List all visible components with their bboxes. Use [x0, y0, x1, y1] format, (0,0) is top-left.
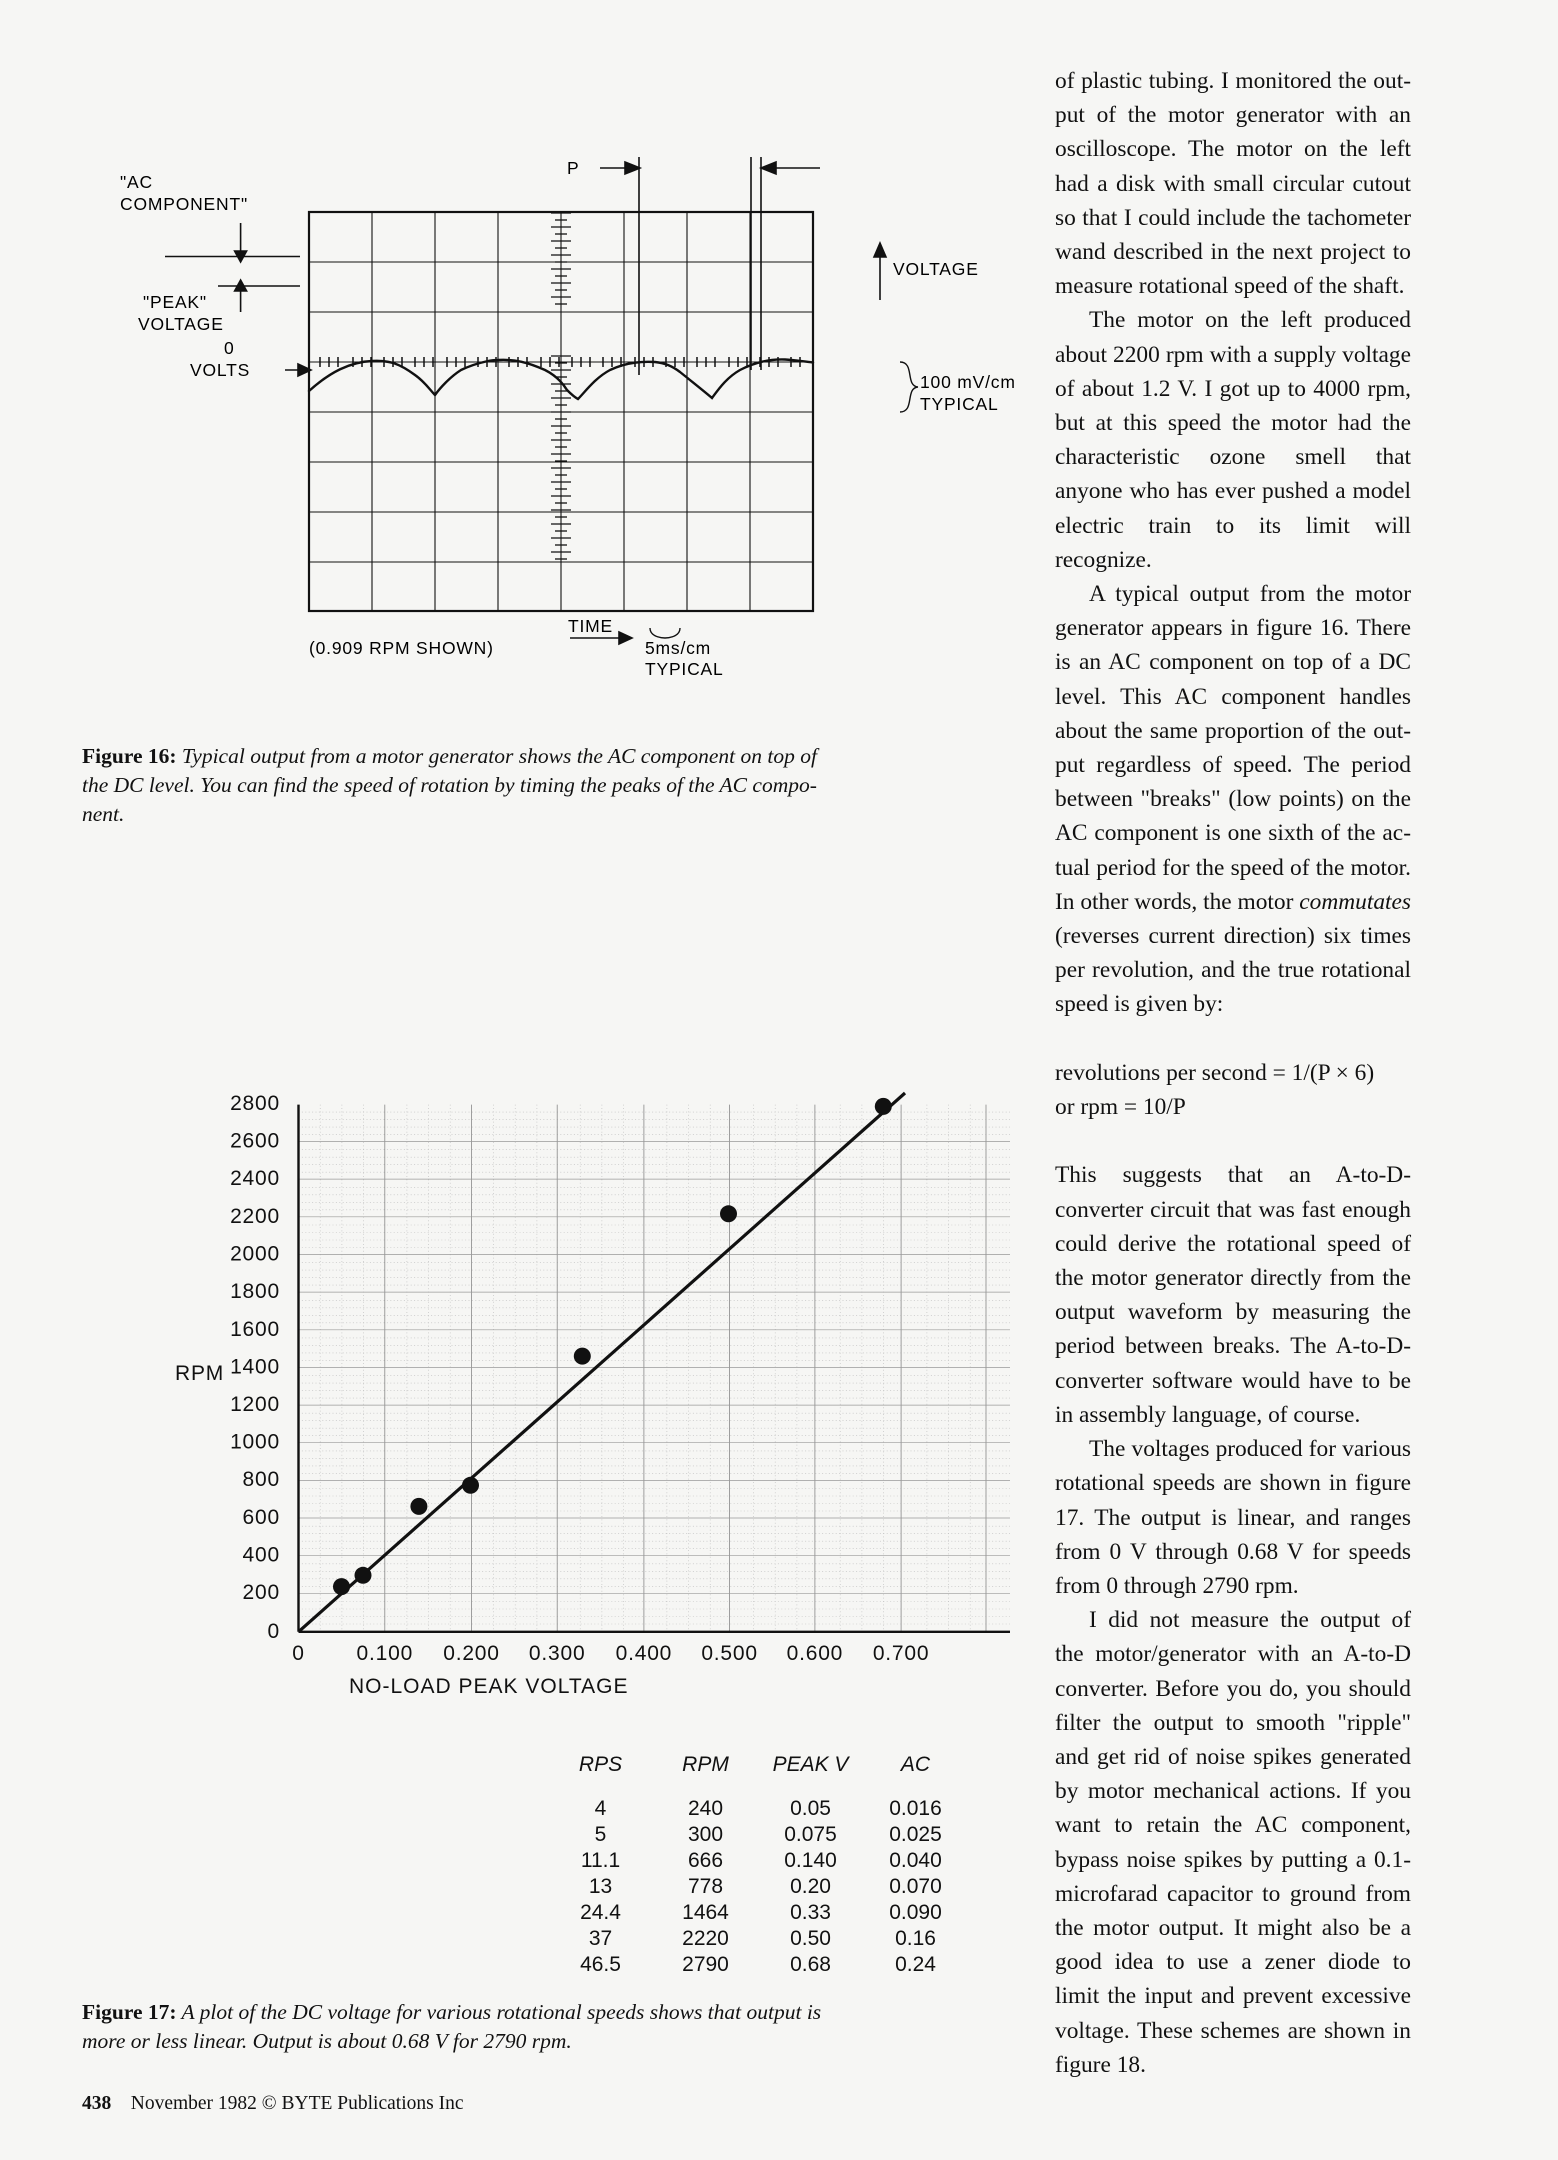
svg-text:600: 600	[243, 1506, 280, 1529]
svg-text:200: 200	[243, 1581, 280, 1604]
svg-text:1200: 1200	[230, 1393, 280, 1416]
svg-text:0.200: 0.200	[443, 1642, 500, 1665]
svg-text:5ms/cm: 5ms/cm	[645, 638, 711, 658]
svg-text:0.300: 0.300	[529, 1642, 586, 1665]
svg-text:1400: 1400	[230, 1356, 280, 1379]
svg-text:TYPICAL: TYPICAL	[645, 659, 724, 679]
svg-text:RPM: RPM	[175, 1362, 224, 1385]
svg-text:"AC: "AC	[120, 172, 153, 192]
svg-text:TIME: TIME	[568, 616, 613, 636]
svg-text:0.600: 0.600	[787, 1642, 844, 1665]
svg-text:1000: 1000	[230, 1431, 280, 1454]
svg-text:0.400: 0.400	[616, 1642, 673, 1665]
svg-text:400: 400	[243, 1544, 280, 1567]
svg-text:0.500: 0.500	[701, 1642, 758, 1665]
svg-text:2800: 2800	[230, 1092, 280, 1115]
svg-text:2000: 2000	[230, 1243, 280, 1266]
svg-text:0.100: 0.100	[357, 1642, 414, 1665]
svg-text:2400: 2400	[230, 1167, 280, 1190]
svg-text:100 mV/cm: 100 mV/cm	[920, 372, 1016, 392]
svg-text:"PEAK": "PEAK"	[143, 292, 207, 312]
svg-text:800: 800	[243, 1468, 280, 1491]
svg-text:TYPICAL: TYPICAL	[920, 394, 999, 414]
svg-text:2200: 2200	[230, 1205, 280, 1228]
svg-text:0: 0	[292, 1642, 304, 1665]
svg-text:VOLTS: VOLTS	[190, 360, 250, 380]
svg-text:P: P	[567, 158, 579, 178]
svg-text:0: 0	[268, 1620, 280, 1643]
svg-text:1600: 1600	[230, 1318, 280, 1341]
svg-text:0: 0	[224, 338, 235, 358]
svg-text:(0.909 RPM SHOWN): (0.909 RPM SHOWN)	[309, 638, 494, 658]
svg-text:1800: 1800	[230, 1280, 280, 1303]
svg-text:COMPONENT": COMPONENT"	[120, 194, 248, 214]
svg-text:VOLTAGE: VOLTAGE	[893, 259, 979, 279]
svg-text:VOLTAGE: VOLTAGE	[138, 314, 224, 334]
svg-text:0.700: 0.700	[873, 1642, 930, 1665]
svg-text:2600: 2600	[230, 1130, 280, 1153]
